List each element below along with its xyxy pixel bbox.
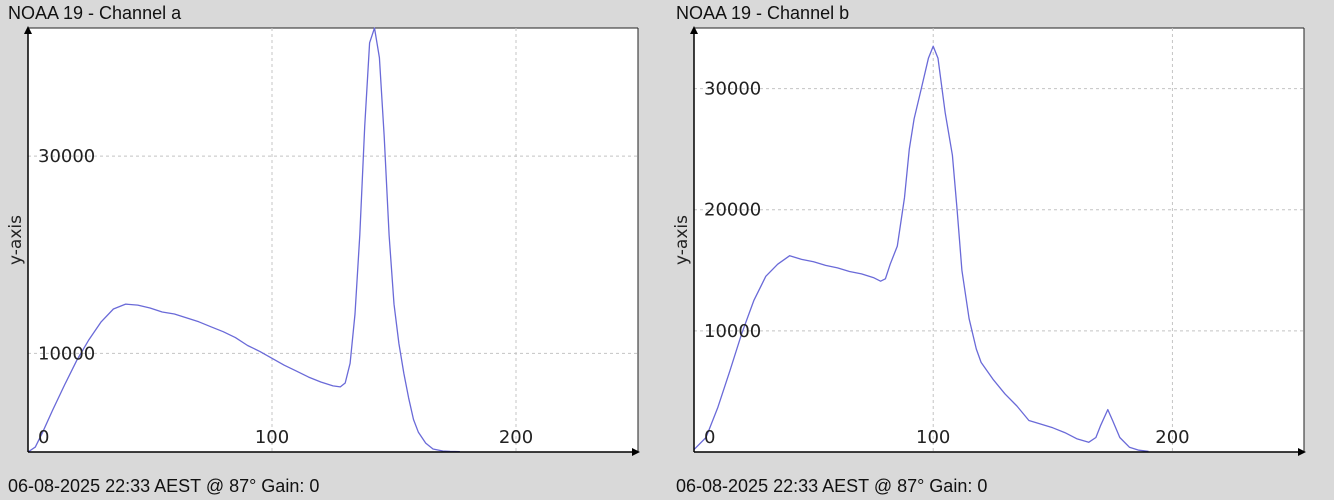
line-chart-channel-a: 0 100 200 10000 30000 y-axis — [6, 26, 640, 456]
x-tick-label: 100 — [916, 427, 950, 448]
line-chart-channel-b: 0 100 200 10000 20000 30000 y-axis — [672, 26, 1306, 456]
y-axis-label: y-axis — [672, 215, 692, 265]
chart-footer: 06-08-2025 22:33 AEST @ 87° Gain: 0 — [676, 476, 988, 496]
x-tick-label: 0 — [704, 427, 715, 448]
chart-title: NOAA 19 - Channel b — [676, 3, 850, 23]
y-tick-label: 10000 — [38, 343, 95, 364]
x-axis-arrow — [632, 448, 640, 456]
chart-panel-channel-a: NOAA 19 - Channel a 0 100 200 10000 30000 y-a… — [0, 0, 660, 500]
y-axis-label: y-axis — [6, 215, 26, 265]
x-tick-label: 100 — [255, 427, 289, 448]
plot-area — [694, 28, 1304, 452]
series-line — [27, 27, 460, 453]
x-axis-arrow — [1298, 448, 1306, 456]
x-tick-label: 200 — [1155, 427, 1189, 448]
y-tick-label: 30000 — [38, 146, 95, 167]
x-tick-label: 0 — [38, 427, 49, 448]
chart-panel-channel-b: NOAA 19 - Channel b 0 100 200 10000 20000 300… — [666, 0, 1334, 500]
chart-footer: 06-08-2025 22:33 AEST @ 87° Gain: 0 — [8, 476, 320, 496]
y-tick-label: 20000 — [704, 200, 761, 221]
y-axis-arrow — [24, 26, 32, 34]
series-line — [693, 45, 1149, 453]
y-axis-arrow — [690, 26, 698, 34]
chart-title: NOAA 19 - Channel a — [8, 3, 182, 23]
x-tick-label: 200 — [499, 427, 533, 448]
y-tick-label: 10000 — [704, 321, 761, 342]
plot-area — [28, 28, 638, 452]
y-tick-label: 30000 — [704, 79, 761, 100]
